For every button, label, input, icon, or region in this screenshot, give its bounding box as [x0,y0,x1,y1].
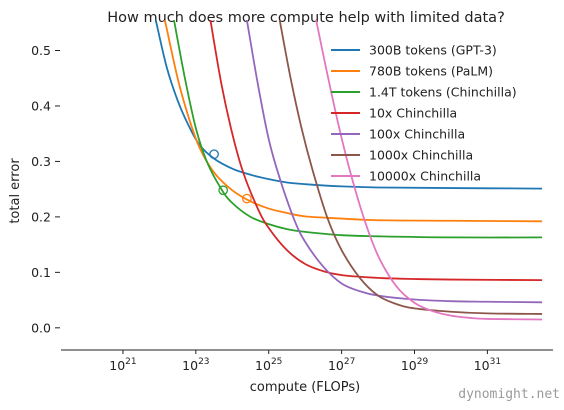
series-marker-3 [218,185,229,196]
series-line-7 [315,20,543,321]
legend-entry: 1.4T tokens (Chinchilla) [369,85,517,100]
x-axis-label: compute (FLOPs) [250,380,361,395]
legend-entry: 300B tokens (GPT-3) [369,43,497,58]
legend-entry: 1000x Chinchilla [369,148,473,163]
y-tick-label: 0.1 [31,265,51,280]
legend-entry: 10000x Chinchilla [369,169,481,184]
y-tick-label: 0.4 [31,98,51,113]
legend-entry: 100x Chinchilla [369,127,465,142]
series-lines [154,20,543,321]
x-tick-label: 1023 [182,357,209,373]
x-tick-label: 1025 [255,357,282,373]
series-marker-2 [242,193,252,204]
series-marker-1 [209,149,219,160]
legend-entry: 10x Chinchilla [369,106,457,121]
series-line-2 [163,20,543,223]
y-tick-label: 0.0 [31,320,51,335]
series-line-1 [154,20,543,190]
series-line-3 [173,20,543,239]
legend: 300B tokens (GPT-3) 780B tokens (PaLM) 1.4… [331,43,517,184]
y-tick-label: 0.2 [31,209,51,224]
x-tick-label: 1027 [328,357,355,373]
series-line-5 [245,20,543,304]
chart-title: How much does more compute help with lim… [107,10,505,26]
x-tick-label: 1029 [401,357,429,373]
series-line-6 [278,20,543,315]
x-tick-label: 1021 [109,357,136,373]
axes: 1021 1023 1025 1027 1029 1031 0.0 0.1 0.2 0.3 0.4 0… [31,43,553,373]
legend-entry: 780B tokens (PaLM) [369,64,493,79]
y-tick-label: 0.5 [31,43,51,58]
y-axis-label: total error [8,158,23,224]
series-line-4 [209,20,543,282]
series-markers [209,149,252,204]
y-tick-label: 0.3 [31,154,51,169]
watermark: dynomight.net [458,387,560,402]
x-tick-label: 1031 [474,357,501,373]
